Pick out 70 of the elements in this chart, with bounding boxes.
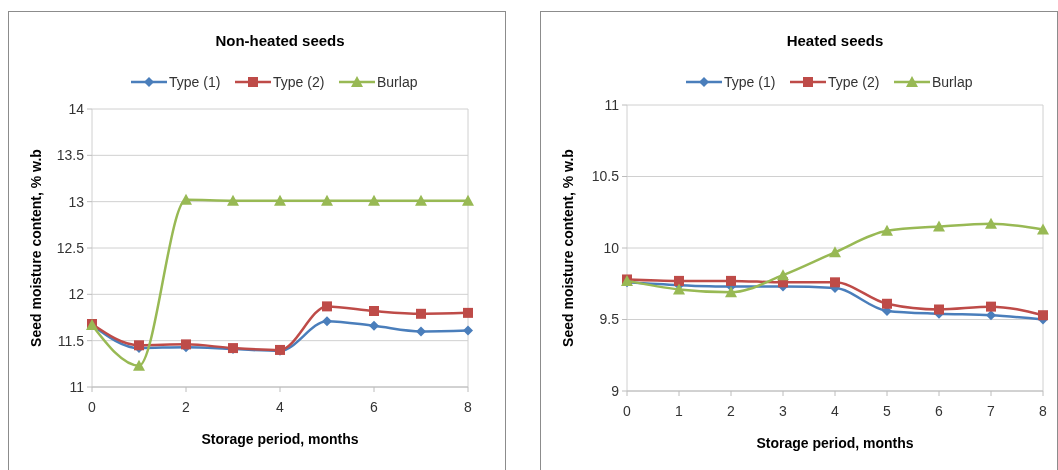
legend-label: Type (2) [828, 73, 880, 90]
x-tick-label: 0 [623, 403, 632, 419]
point [777, 269, 789, 281]
x-tick-label: 2 [182, 399, 191, 415]
y-tick-label: 11.5 [57, 332, 85, 349]
x-tick-label: 1 [675, 403, 684, 419]
y-tick-label: 13 [68, 193, 85, 210]
point [830, 277, 840, 288]
chart-title: Heated seeds [786, 32, 884, 49]
point [1038, 310, 1048, 321]
x-tick-label: 4 [831, 403, 840, 419]
point [674, 275, 684, 286]
point [321, 194, 333, 206]
legend-label: Burlap [932, 73, 973, 90]
point [986, 301, 996, 312]
x-tick-label: 4 [276, 399, 285, 415]
point [368, 194, 380, 206]
y-tick-label: 9 [611, 382, 620, 399]
y-tick-label: 12.5 [56, 239, 85, 256]
y-tick-label: 10.5 [591, 168, 620, 185]
x-tick-label: 6 [370, 399, 379, 415]
x-axis-title: Storage period, months [201, 431, 359, 447]
point [180, 193, 192, 205]
y-tick-label: 12 [68, 286, 85, 303]
chart-title: Non-heated seeds [215, 32, 345, 49]
point [933, 220, 945, 232]
legend-label: Burlap [377, 73, 418, 90]
point [725, 286, 737, 298]
point [463, 307, 473, 318]
x-axis-title: Storage period, months [756, 435, 914, 451]
y-tick-label: 14 [68, 100, 85, 117]
point [322, 316, 332, 327]
point [985, 217, 997, 229]
y-tick-label: 13.5 [56, 147, 85, 164]
point [462, 194, 474, 206]
point [463, 325, 473, 336]
x-tick-label: 0 [88, 399, 97, 415]
x-tick-label: 8 [1039, 403, 1048, 419]
x-tick-label: 6 [935, 403, 944, 419]
point [322, 301, 332, 312]
point [416, 326, 426, 337]
point [416, 308, 426, 319]
y-tick-label: 9.5 [599, 311, 620, 328]
x-tick-label: 7 [987, 403, 996, 419]
legend-label: Type (2) [273, 73, 325, 90]
legend-label: Type (1) [724, 73, 776, 90]
y-tick-label: 11 [69, 378, 85, 395]
point [673, 283, 685, 295]
y-tick-label: 10 [603, 239, 620, 256]
point [369, 320, 379, 331]
x-tick-label: 3 [779, 403, 788, 419]
legend-label: Type (1) [169, 73, 221, 90]
x-tick-label: 5 [883, 403, 892, 419]
point [227, 194, 239, 206]
point [369, 306, 379, 317]
y-axis-title: Seed moisture content, % w.b [560, 149, 576, 347]
x-tick-label: 2 [727, 403, 736, 419]
x-tick-label: 8 [464, 399, 473, 415]
point [415, 194, 427, 206]
point [1037, 223, 1049, 235]
point [829, 246, 841, 258]
y-tick-label: 11 [604, 96, 620, 113]
point [726, 275, 736, 286]
point [986, 310, 996, 321]
point [274, 194, 286, 206]
point [133, 359, 145, 371]
y-axis-title: Seed moisture content, % w.b [28, 149, 44, 347]
point [934, 304, 944, 315]
point [882, 298, 892, 309]
point [881, 224, 893, 236]
